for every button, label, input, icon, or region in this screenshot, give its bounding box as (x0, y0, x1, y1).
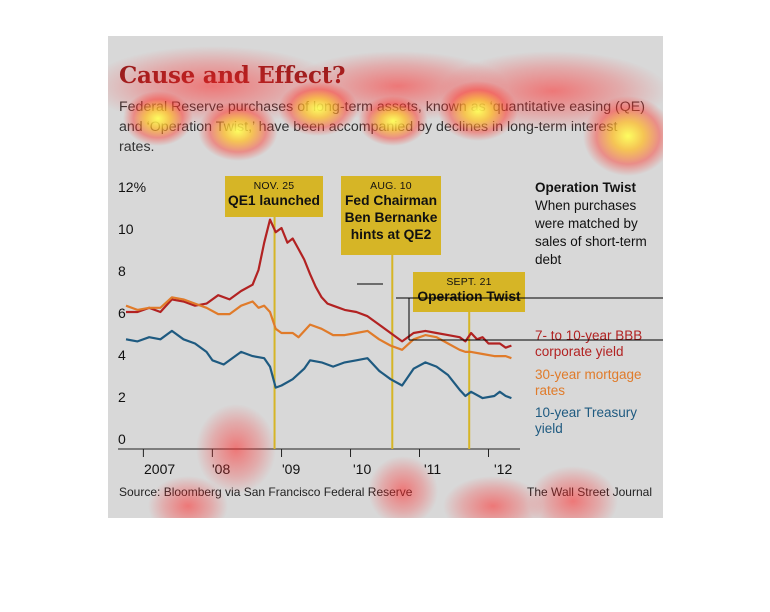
callout-twist: SEPT. 21 Operation Twist (413, 272, 525, 312)
callout-title: Operation Twist (417, 289, 521, 304)
operation-twist-note: Operation Twist When purchases were matc… (535, 179, 660, 269)
series-line-1 (125, 296, 512, 360)
x-tick-label: '10 (353, 461, 372, 477)
series-lines (125, 218, 512, 400)
callout-qe2: AUG. 10 Fed Chairman Ben Bernanke hints … (341, 176, 441, 255)
y-tick-label: 8 (118, 263, 126, 279)
y-tick-label: 10 (118, 221, 134, 237)
callout-title: Fed Chairman Ben Bernanke hints at QE2 (344, 193, 438, 242)
callout-date: NOV. 25 (253, 180, 295, 192)
y-tick-label: 12% (118, 179, 147, 195)
line-chart (118, 214, 520, 457)
callout-qe1: NOV. 25 QE1 launched (225, 176, 323, 217)
callout-date: SEPT. 21 (446, 276, 492, 288)
series-line-2 (125, 329, 512, 400)
legend-corporate-yield: 7- to 10-year BBB corporate yield (535, 328, 643, 359)
y-tick-label: 2 (118, 389, 126, 405)
legend-mortgage-rates: 30-year mortgage rates (535, 367, 642, 398)
note-body: When purchases were matched by sales of … (535, 198, 647, 267)
x-tick-label: '09 (282, 461, 301, 477)
x-tick-label: 2007 (144, 461, 176, 477)
legend-treasury-yield: 10-year Treasury yield (535, 405, 638, 436)
series-line-0 (126, 218, 512, 349)
note-heading: Operation Twist (535, 180, 637, 195)
callout-title: QE1 launched (227, 193, 320, 208)
x-tick-label: '12 (494, 461, 513, 477)
y-tick-label: 0 (118, 431, 126, 447)
callout-date: AUG. 10 (370, 180, 412, 192)
y-tick-label: 6 (118, 305, 126, 321)
y-tick-label: 4 (118, 347, 126, 363)
